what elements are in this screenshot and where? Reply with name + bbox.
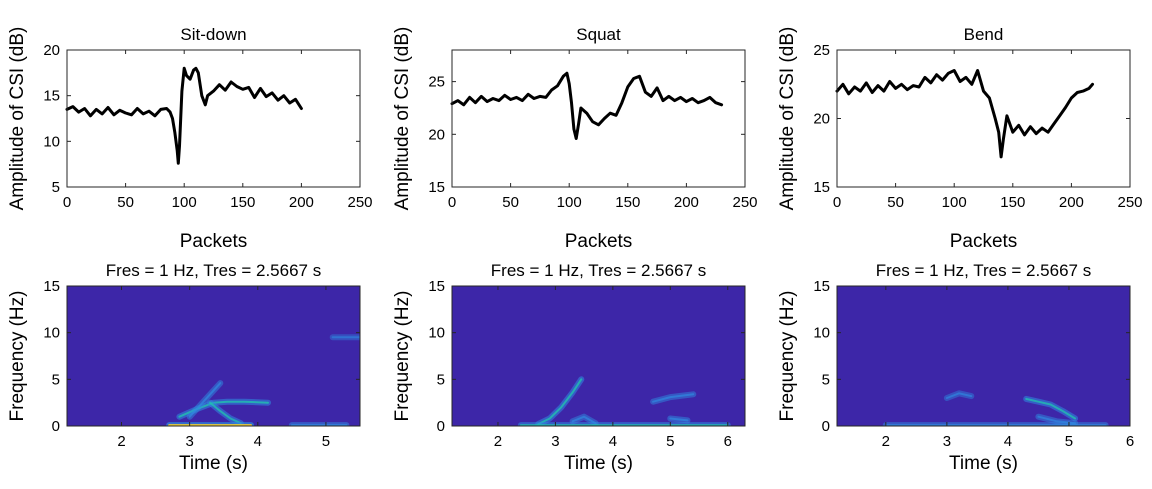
x-tick-label: 150 bbox=[1000, 194, 1025, 211]
subplot-1: 0 50 100 150 200 250 5 10 15 20 Sit-down Packets Amp… bbox=[7, 25, 373, 252]
x-tick-label: 150 bbox=[230, 194, 255, 211]
spectrogram-background bbox=[837, 286, 1130, 426]
spectrogram-features bbox=[166, 334, 360, 426]
x-tick-label: 100 bbox=[557, 194, 582, 211]
x-axis-label: Packets bbox=[950, 231, 1018, 252]
y-axis-label: Amplitude of CSI (dB) bbox=[777, 27, 798, 211]
y-tick-label: 5 bbox=[822, 371, 830, 388]
subplot-5: 2 3 4 5 6 0 5 10 15 Fres = 1 Hz, Tres = 2.5667 s T… bbox=[392, 261, 746, 474]
x-tick-label: 200 bbox=[289, 194, 314, 211]
x-tick-label: 2 bbox=[117, 433, 125, 450]
x-tick-label: 5 bbox=[322, 433, 330, 450]
spectrogram-band bbox=[537, 378, 583, 426]
y-tick-label: 15 bbox=[428, 179, 445, 196]
x-axis-label: Packets bbox=[565, 231, 633, 252]
spectrogram-band bbox=[188, 382, 222, 418]
y-tick-label: 5 bbox=[437, 371, 445, 388]
subplot-title: Bend bbox=[964, 25, 1004, 44]
y-axis-label: Frequency (Hz) bbox=[7, 291, 28, 422]
y-tick-label: 0 bbox=[822, 418, 830, 435]
x-tick-label: 150 bbox=[615, 194, 640, 211]
subplot-3: 0 50 100 150 200 250 15 20 25 Bend Packets Amplitud… bbox=[777, 25, 1143, 252]
x-tick-label: 0 bbox=[448, 194, 456, 211]
y-tick-label: 15 bbox=[428, 278, 445, 295]
axes-box bbox=[836, 49, 1131, 188]
x-tick-label: 50 bbox=[887, 194, 904, 211]
x-tick-label: 3 bbox=[185, 433, 193, 450]
csi-amplitude-line bbox=[835, 69, 1094, 159]
y-tick-label: 5 bbox=[52, 371, 60, 388]
y-axis-label: Amplitude of CSI (dB) bbox=[392, 27, 413, 211]
subplot-2: 0 50 100 150 200 250 15 20 25 Squat Packets Amplitu… bbox=[392, 25, 758, 252]
y-tick-label: 10 bbox=[43, 133, 60, 150]
x-axis-label: Time (s) bbox=[179, 453, 248, 474]
x-axis-label: Time (s) bbox=[564, 453, 633, 474]
y-axis-label: Frequency (Hz) bbox=[392, 291, 413, 422]
spectrogram-band bbox=[945, 392, 973, 399]
axes-box bbox=[836, 285, 1131, 427]
x-tick-label: 250 bbox=[732, 194, 757, 211]
y-tick-label: 10 bbox=[813, 325, 830, 342]
x-tick-label: 100 bbox=[942, 194, 967, 211]
subplot-title: Squat bbox=[576, 25, 621, 44]
x-tick-label: 50 bbox=[117, 194, 134, 211]
subplot-title: Sit-down bbox=[180, 25, 246, 44]
x-tick-label: 250 bbox=[347, 194, 372, 211]
y-tick-label: 0 bbox=[437, 418, 445, 435]
axes-box bbox=[451, 49, 746, 188]
x-axis-label: Packets bbox=[180, 231, 248, 252]
y-tick-label: 20 bbox=[43, 42, 60, 59]
x-tick-label: 2 bbox=[494, 433, 502, 450]
y-tick-label: 15 bbox=[43, 278, 60, 295]
x-tick-label: 200 bbox=[1059, 194, 1084, 211]
y-tick-label: 5 bbox=[52, 179, 60, 196]
subplot-6: 2 3 4 5 6 0 5 10 15 Fres = 1 Hz, Tres = 2.5667 s T… bbox=[777, 261, 1134, 474]
x-tick-label: 2 bbox=[882, 433, 890, 450]
axes-box bbox=[451, 285, 746, 427]
x-tick-label: 3 bbox=[551, 433, 559, 450]
y-tick-label: 20 bbox=[428, 126, 445, 143]
y-tick-label: 10 bbox=[428, 325, 445, 342]
y-tick-label: 15 bbox=[813, 278, 830, 295]
x-tick-label: 5 bbox=[666, 433, 674, 450]
x-tick-label: 250 bbox=[1117, 194, 1142, 211]
axes-box bbox=[66, 285, 361, 427]
x-axis-label: Time (s) bbox=[949, 453, 1018, 474]
subplot-4: 2 3 4 5 0 5 10 15 Fres = 1 Hz, Tres = 2.5667 s Ti… bbox=[7, 261, 361, 474]
x-tick-label: 5 bbox=[1065, 433, 1073, 450]
x-tick-label: 4 bbox=[1004, 433, 1012, 450]
y-tick-label: 10 bbox=[43, 325, 60, 342]
x-tick-label: 4 bbox=[254, 433, 262, 450]
y-tick-label: 25 bbox=[813, 42, 830, 59]
x-tick-label: 200 bbox=[674, 194, 699, 211]
spectrogram-background bbox=[452, 286, 745, 426]
x-tick-label: 6 bbox=[724, 433, 732, 450]
y-tick-label: 25 bbox=[428, 74, 445, 91]
x-tick-label: 0 bbox=[63, 194, 71, 211]
spectrogram-band bbox=[571, 415, 597, 425]
x-tick-label: 3 bbox=[943, 433, 951, 450]
y-axis-label: Frequency (Hz) bbox=[777, 291, 798, 422]
x-tick-label: 50 bbox=[502, 194, 519, 211]
subplot-title: Fres = 1 Hz, Tres = 2.5667 s bbox=[876, 261, 1091, 280]
spectrogram-band bbox=[1025, 397, 1077, 420]
csi-amplitude-line bbox=[65, 66, 303, 165]
y-tick-label: 15 bbox=[813, 179, 830, 196]
spectrogram-band bbox=[652, 393, 695, 403]
y-tick-label: 20 bbox=[813, 111, 830, 128]
y-axis-label: Amplitude of CSI (dB) bbox=[7, 27, 28, 211]
axes-box bbox=[66, 49, 361, 188]
x-tick-label: 100 bbox=[172, 194, 197, 211]
subplot-title: Fres = 1 Hz, Tres = 2.5667 s bbox=[491, 261, 706, 280]
x-tick-label: 4 bbox=[609, 433, 617, 450]
y-tick-label: 0 bbox=[52, 418, 60, 435]
csi-amplitude-line bbox=[450, 71, 724, 140]
spectrogram-band bbox=[669, 417, 689, 422]
y-tick-label: 15 bbox=[43, 88, 60, 105]
x-tick-label: 6 bbox=[1126, 433, 1134, 450]
subplot-title: Fres = 1 Hz, Tres = 2.5667 s bbox=[106, 261, 321, 280]
x-tick-label: 0 bbox=[833, 194, 841, 211]
spectrogram-band bbox=[209, 401, 242, 425]
